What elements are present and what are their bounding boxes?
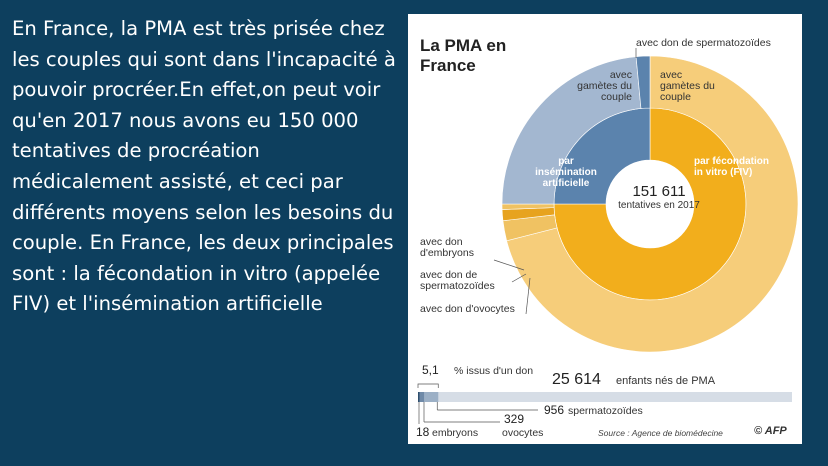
label-sperm: spermatozoïdes xyxy=(568,405,643,417)
label-ia-center: par insémination artificielle xyxy=(535,156,597,189)
infographic-card: La PMA en France avec don de spermatozoï… xyxy=(408,14,802,444)
label-ia-outer: avec gamètes du couple xyxy=(577,69,632,103)
bar-segment-embryons xyxy=(418,392,420,402)
value-sperm: 956 xyxy=(544,403,565,417)
label-don-embryons: avec don d'embryons xyxy=(420,236,474,259)
afp-logo: © AFP xyxy=(754,425,787,437)
label-don-sperm-top: avec don de spermatozoïdes xyxy=(636,37,771,49)
outer-slice-fiv-couple xyxy=(506,55,799,353)
center-label: tentatives en 2017 xyxy=(618,200,700,211)
label-don-sperm: avec don de spermatozoïdes xyxy=(420,269,495,292)
bar-segment-ovocytes xyxy=(419,392,425,402)
percent-value: 5,1 xyxy=(422,363,439,377)
bar-segment-spermatozodes xyxy=(424,392,439,402)
leader-embryons xyxy=(493,259,525,271)
source-note: Source : Agence de biomédecine xyxy=(598,428,723,438)
births-label: enfants nés de PMA xyxy=(616,375,716,387)
outer-slice-ia-sperm xyxy=(635,55,651,109)
intro-paragraph: En France, la PMA est très prisée chez l… xyxy=(12,17,396,316)
label-don-ovocytes: avec don d'ovocytes xyxy=(420,303,515,315)
center-hole xyxy=(606,160,694,248)
leader-ovocytes xyxy=(525,277,531,315)
label-fiv-center: par fécondation in vitro (FIV) xyxy=(694,156,770,178)
chart-title: La PMA en France xyxy=(420,36,510,76)
label-ovocytes: ovocytes xyxy=(502,427,544,439)
bracket-don xyxy=(417,383,439,388)
value-ovocytes: 329 xyxy=(504,412,525,426)
infographic-chart xyxy=(417,48,799,424)
label-fiv-outer: avec gamètes du couple xyxy=(660,69,715,103)
births-total: 25 614 xyxy=(552,371,601,388)
center-value: 151 611 xyxy=(632,183,686,200)
chart-title-text: La PMA en France xyxy=(420,36,507,75)
bar-total xyxy=(418,392,792,402)
leader-sperm xyxy=(511,273,527,283)
percent-label: % issus d'un don xyxy=(454,365,534,377)
value-embryons: 18 xyxy=(416,425,430,439)
label-embryons: embryons xyxy=(432,427,479,439)
